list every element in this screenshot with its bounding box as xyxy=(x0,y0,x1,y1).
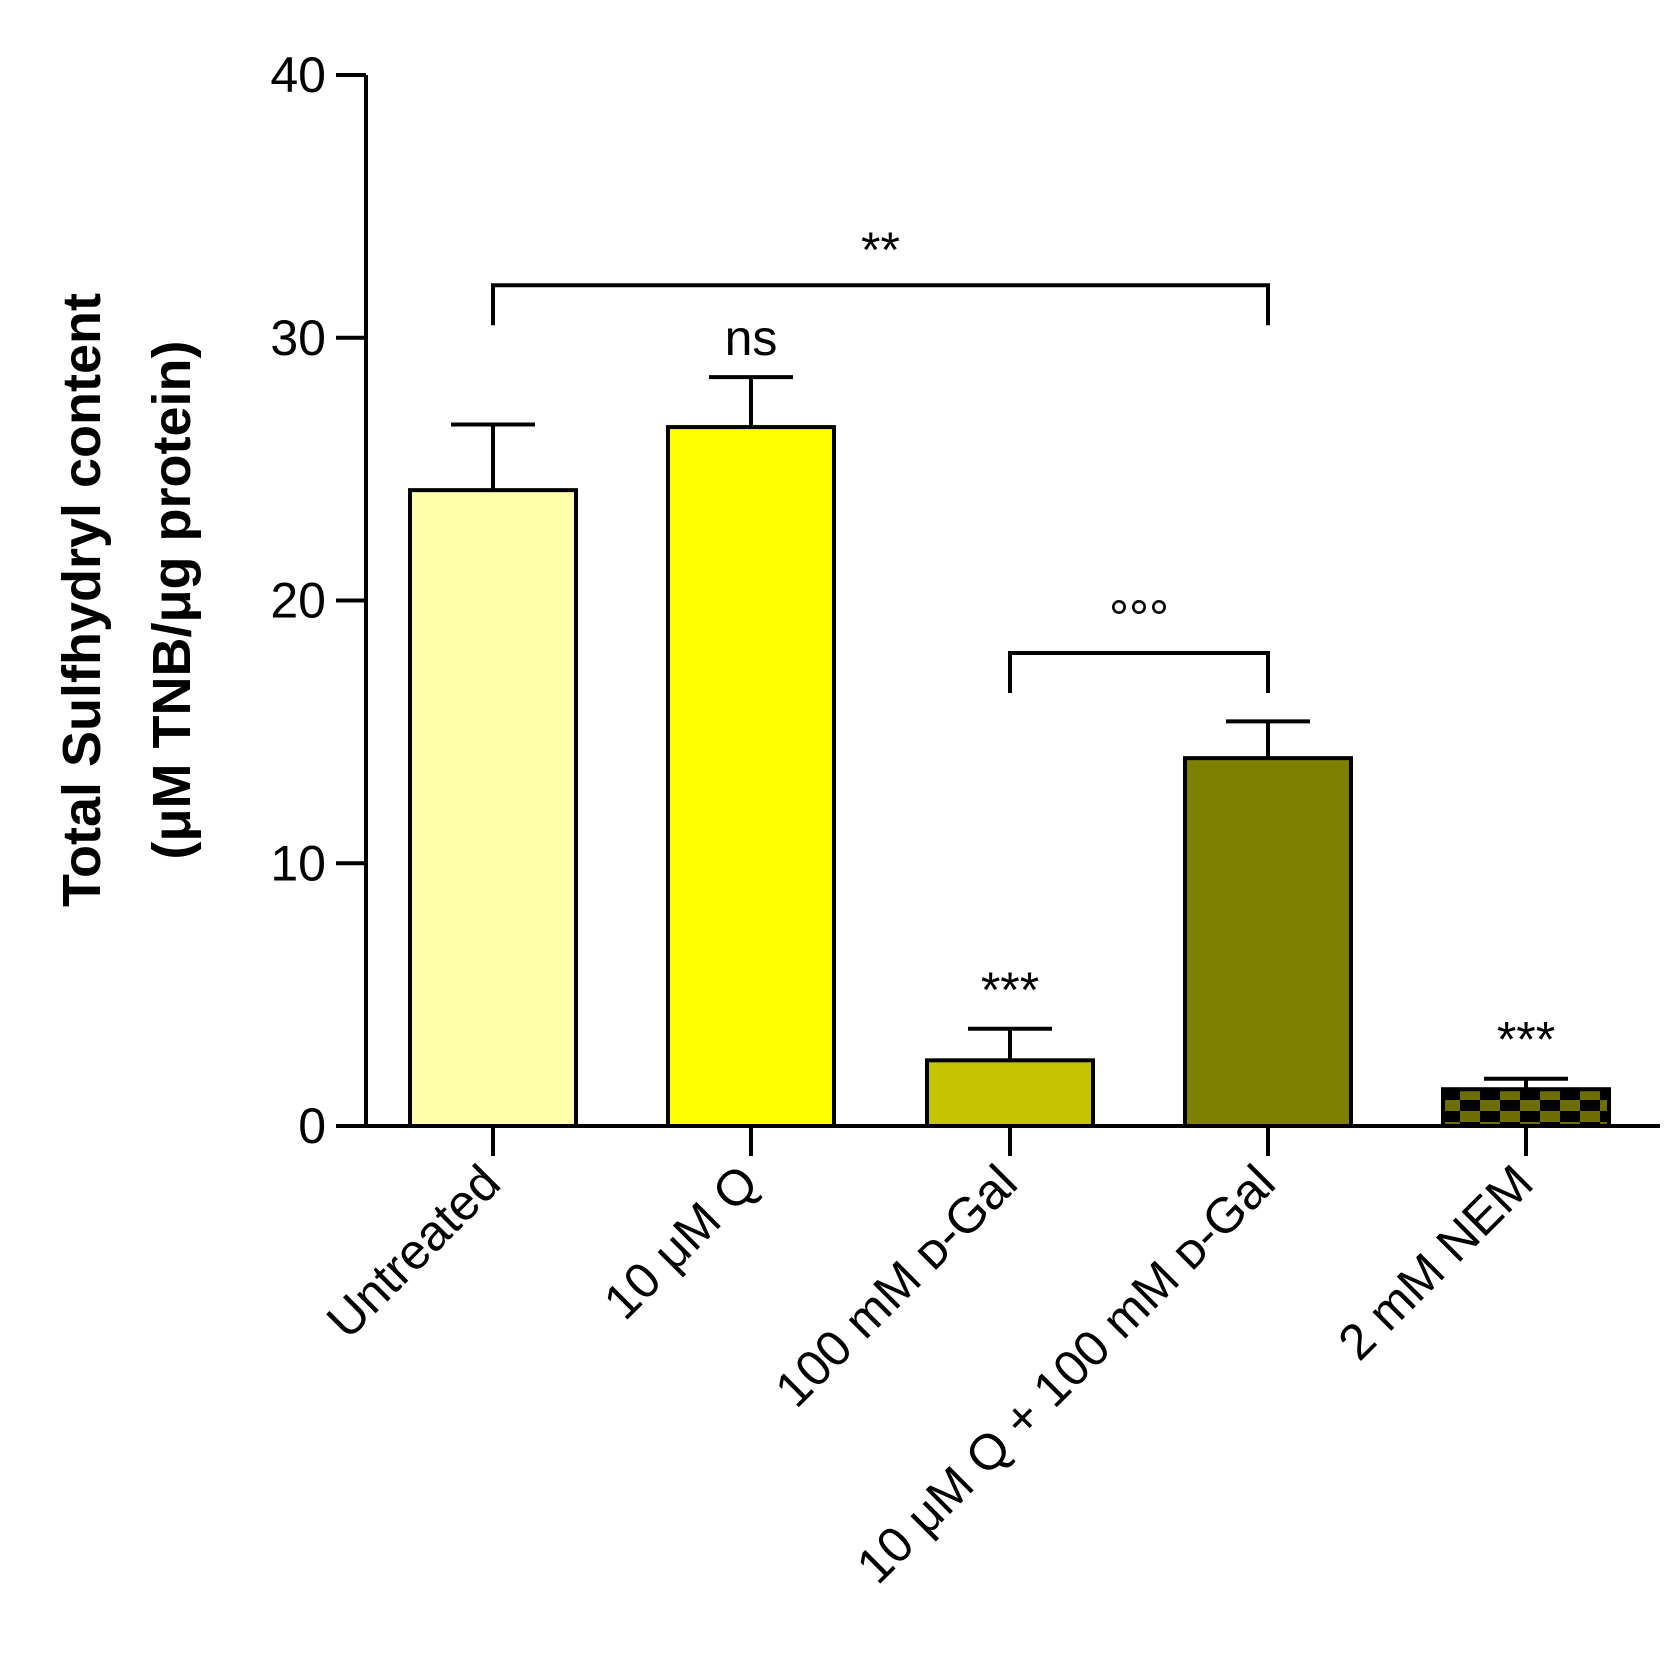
y-tick-label: 40 xyxy=(270,47,326,103)
x-tick-label: Untreated xyxy=(316,1154,511,1349)
bar xyxy=(408,488,578,1128)
annotations: ns********°°° xyxy=(491,222,1555,1068)
comparison-bracket xyxy=(491,283,1270,326)
bar xyxy=(666,425,836,1128)
significance-label: ns xyxy=(725,310,778,366)
x-tick-label: 100 mM ᴅ-Gal xyxy=(764,1154,1027,1417)
bracket-label: °°° xyxy=(1109,590,1169,646)
bracket-label: ** xyxy=(861,222,900,278)
significance-label: *** xyxy=(981,962,1039,1018)
x-tick-label: 2 mM NEM xyxy=(1327,1154,1543,1370)
y-tick-label: 10 xyxy=(270,835,326,891)
bar xyxy=(1441,1087,1611,1128)
bar xyxy=(1183,756,1353,1129)
x-tick-label: 10 μM Q xyxy=(593,1154,769,1330)
x-tick-label: 10 μM Q + 100 mM ᴅ-Gal xyxy=(846,1154,1286,1594)
y-axis-label-line2: (μM TNB/μg protein) xyxy=(142,341,202,860)
comparison-bracket xyxy=(1008,651,1270,694)
bar xyxy=(925,1058,1095,1128)
y-axis-label-line1: Total Sulfhydryl content xyxy=(52,293,112,907)
y-tick-label: 0 xyxy=(298,1098,326,1154)
y-tick-label: 30 xyxy=(270,310,326,366)
bars xyxy=(408,375,1611,1129)
significance-label: *** xyxy=(1497,1012,1555,1068)
y-tick-label: 20 xyxy=(270,573,326,629)
